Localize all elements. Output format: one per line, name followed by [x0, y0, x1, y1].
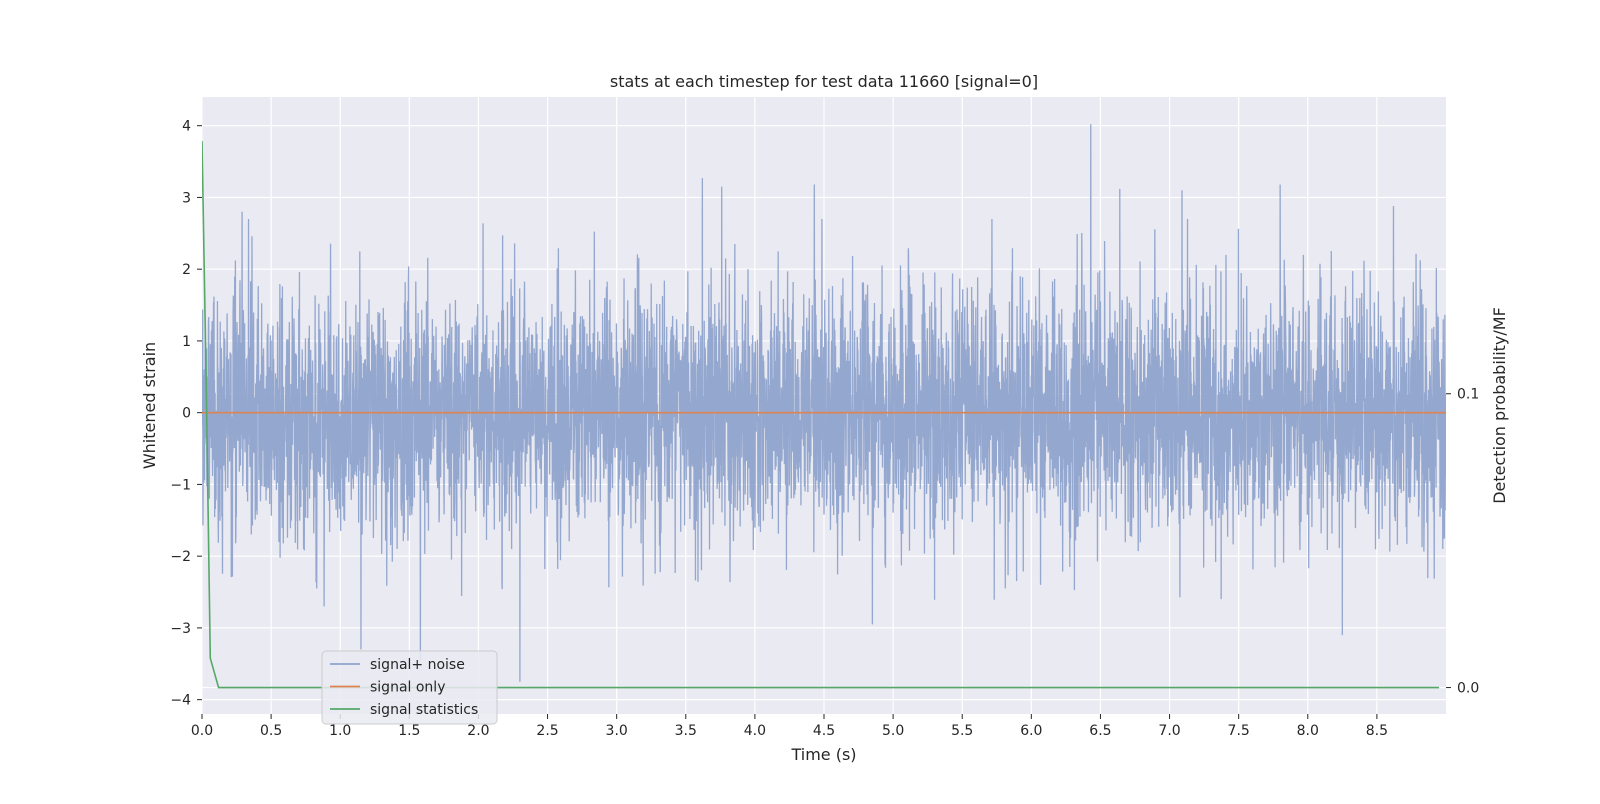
y2-axis: 0.1 0.0	[1446, 387, 1479, 697]
y2-axis-label: Detection probability/MF	[1490, 307, 1509, 504]
chart-title: stats at each timestep for test data 116…	[610, 72, 1038, 91]
y-tick-label: −4	[170, 693, 191, 709]
x-tick-label: 2.5	[536, 723, 558, 739]
x-tick-label: 7.0	[1158, 723, 1180, 739]
legend-label: signal statistics	[370, 702, 478, 718]
x-tick-label: 2.0	[467, 723, 489, 739]
y-tick-label: 3	[182, 190, 191, 206]
y2-tick-label: 0.0	[1457, 681, 1479, 697]
legend-label: signal+ noise	[370, 657, 465, 673]
x-tick-label: 3.0	[606, 723, 628, 739]
series-signal-noise	[202, 124, 1446, 682]
x-tick-label: 7.5	[1228, 723, 1250, 739]
x-tick-label: 5.5	[951, 723, 973, 739]
y-tick-label: −3	[170, 621, 191, 637]
y-tick-label: 4	[182, 119, 191, 135]
y-tick-label: 1	[182, 334, 191, 350]
legend-frame	[321, 650, 498, 725]
y-tick-label: −1	[170, 477, 191, 493]
y-tick-label: −2	[170, 549, 191, 565]
legend: signal+ noise signal only signal statistic…	[321, 650, 498, 725]
x-axis: 0.0 0.5 1.0 1.5 2.0 2.5 3.0 3.5 4.0 4.5 5.0 5.5 6.0 6…	[191, 714, 1388, 739]
x-tick-label: 8.5	[1366, 723, 1388, 739]
legend-label: signal only	[370, 680, 445, 696]
x-axis-label: Time (s)	[790, 745, 856, 764]
x-tick-label: 4.0	[744, 723, 766, 739]
y-tick-label: 2	[182, 262, 191, 278]
x-tick-label: 0.5	[260, 723, 282, 739]
y-axis-label: Whitened strain	[140, 342, 159, 469]
x-tick-label: 3.5	[675, 723, 697, 739]
x-tick-label: 0.0	[191, 723, 213, 739]
x-tick-label: 6.5	[1089, 723, 1111, 739]
y2-tick-label: 0.1	[1457, 387, 1479, 403]
x-tick-label: 8.0	[1297, 723, 1319, 739]
x-tick-label: 6.0	[1020, 723, 1042, 739]
x-tick-label: 1.5	[398, 723, 420, 739]
x-tick-label: 5.0	[882, 723, 904, 739]
x-tick-label: 4.5	[813, 723, 835, 739]
x-tick-label: 1.0	[329, 723, 351, 739]
y-tick-label: 0	[182, 406, 191, 422]
y-axis: 4 3 2 1 0 −1 −2 −3 −4	[170, 119, 202, 709]
